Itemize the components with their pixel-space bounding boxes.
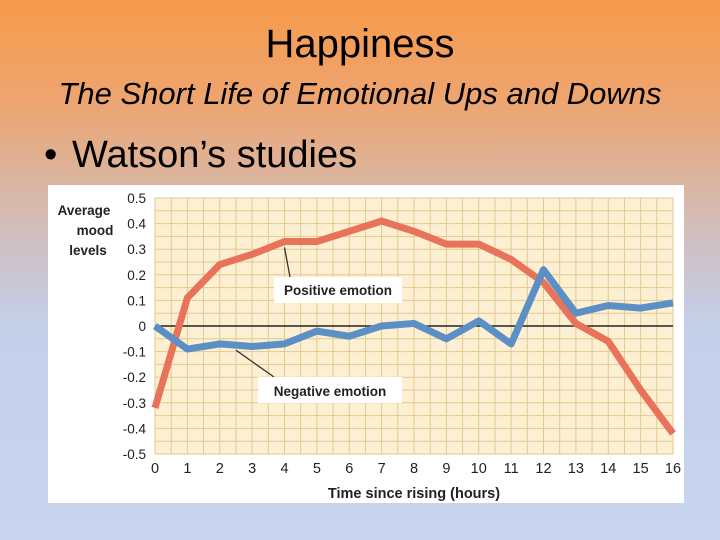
series-lines [151, 217, 676, 436]
y-tick-label: 0.5 [127, 191, 146, 206]
x-tick-label: 16 [665, 461, 681, 477]
x-tick-label: 6 [345, 461, 353, 477]
bullet-symbol: • [44, 134, 58, 176]
y-axis-label: Average mood levels [58, 203, 114, 258]
x-tick-labels: 0 1 2 3 4 5 6 7 8 9 10 11 12 13 14 15 16 [151, 461, 681, 477]
y-tick-label: 0.2 [127, 268, 146, 283]
x-tick-label: 9 [442, 461, 450, 477]
x-tick-label: 13 [568, 461, 584, 477]
annotations: Positive emotion Negative emotion [235, 247, 402, 403]
y-tick-label: -0.4 [123, 421, 147, 436]
y-tick-label: -0.3 [123, 396, 146, 411]
slide-title: Happiness [265, 22, 455, 66]
annotation-box [274, 277, 402, 303]
y-axis-label-line: levels [69, 243, 107, 258]
x-tick-label: 0 [151, 461, 159, 477]
x-tick-label: 10 [471, 461, 487, 477]
series-line [152, 266, 674, 353]
annotation-leader-line [235, 349, 275, 378]
bullet-text: Watson’s studies [72, 134, 358, 176]
y-axis-label-line: mood [77, 223, 114, 238]
y-tick-labels: 0.5 0.4 0.3 0.2 0.1 0 -0.1 -0.2 -0.3 -0.4 -0.5 [123, 191, 147, 462]
x-tick-label: 15 [633, 461, 649, 477]
x-axis-label: Time since rising (hours) [328, 486, 500, 502]
x-tick-label: 1 [183, 461, 191, 477]
annotation-leader-line [283, 247, 291, 278]
y-tick-label: 0.4 [127, 217, 146, 232]
y-tick-label: 0.1 [127, 293, 146, 308]
x-tick-label: 8 [410, 461, 418, 477]
x-tick-label: 14 [600, 461, 616, 477]
y-tick-label: 0.3 [127, 242, 146, 257]
x-tick-label: 2 [216, 461, 224, 477]
y-tick-label: 0 [138, 319, 146, 334]
y-axis-label-line: Average [58, 203, 111, 218]
y-tick-label: -0.5 [123, 447, 146, 462]
annotation-box [258, 377, 402, 403]
x-tick-label: 3 [248, 461, 256, 477]
x-tick-label: 11 [504, 461, 519, 477]
y-tick-label: -0.2 [123, 370, 146, 385]
slide-subtitle: The Short Life of Emotional Ups and Down… [58, 76, 662, 111]
series-line [151, 217, 676, 436]
x-tick-label: 12 [535, 461, 551, 477]
x-tick-label: 4 [280, 461, 288, 477]
x-tick-label: 7 [378, 461, 386, 477]
bullet-item: • Watson’s studies [44, 134, 357, 177]
annotation-label: Negative emotion [274, 384, 387, 399]
annotation-label: Positive emotion [284, 283, 392, 298]
x-tick-label: 5 [313, 461, 321, 477]
y-tick-label: -0.1 [123, 345, 146, 360]
